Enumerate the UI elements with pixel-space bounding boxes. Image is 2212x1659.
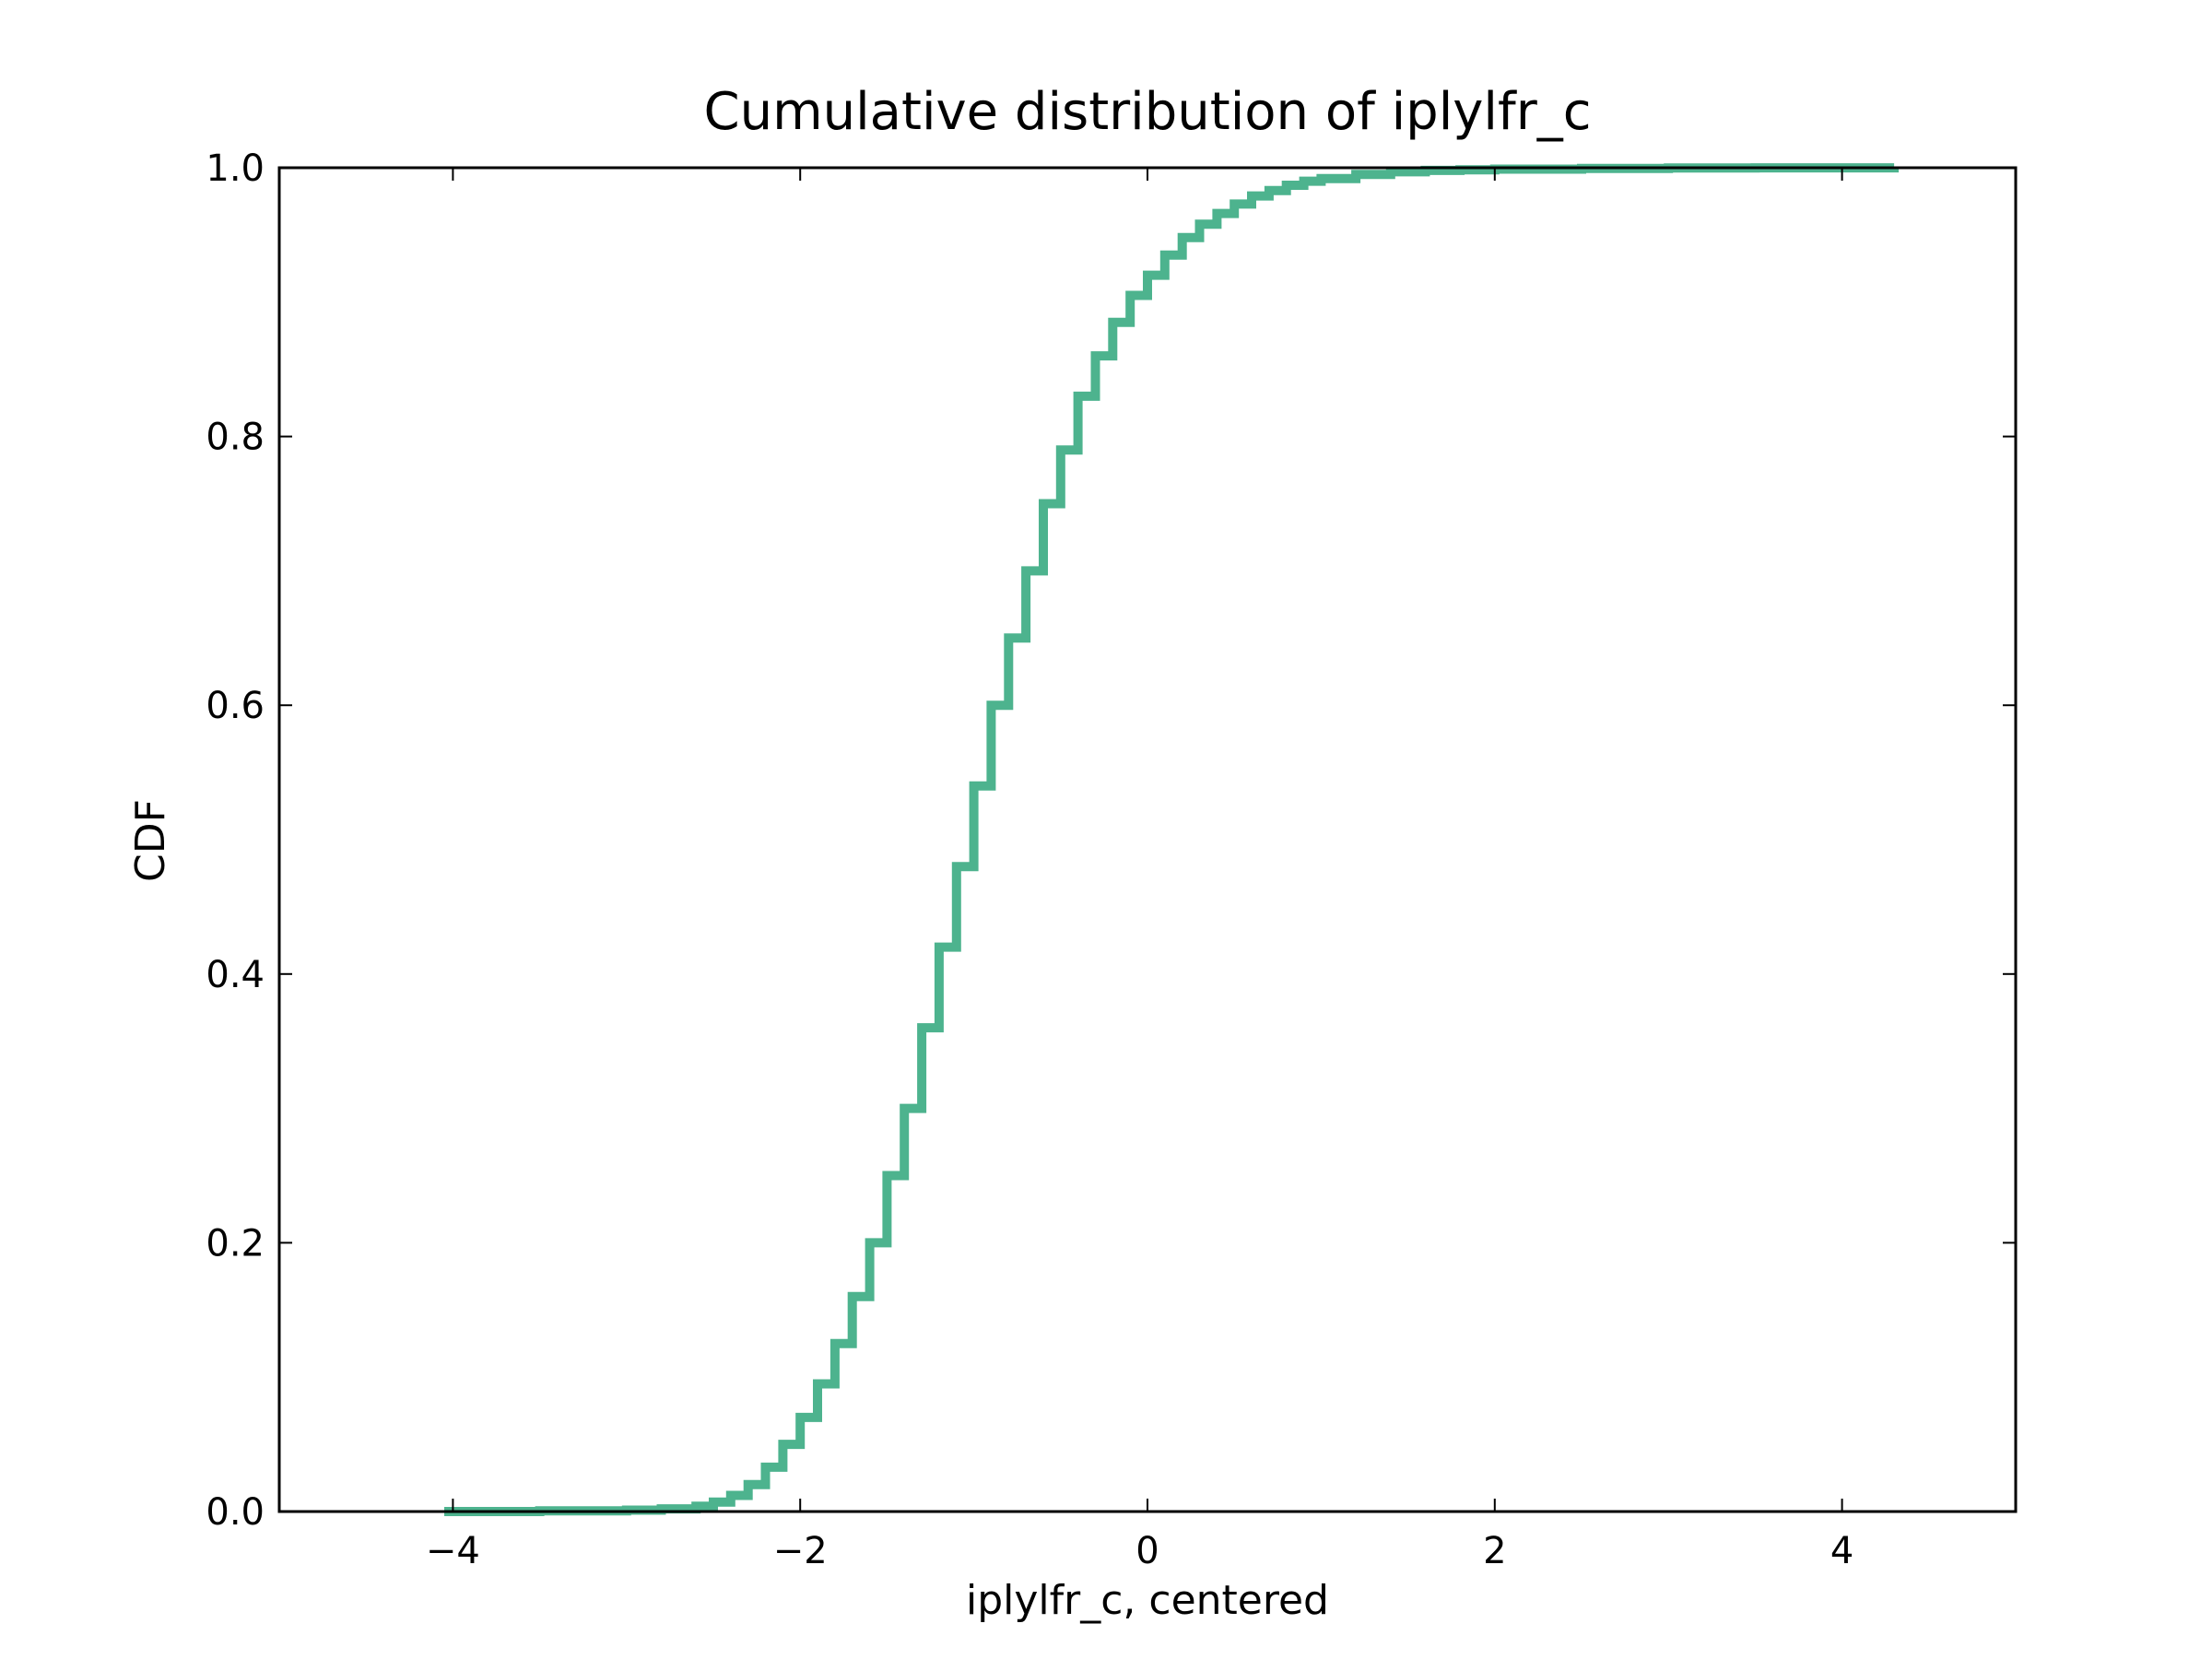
labels: Cumulative distribution of iplylfr_c ipl… [127, 82, 1592, 1624]
x-tick-label: −4 [426, 1530, 480, 1572]
axes: −4 −2 0 2 4 0.0 0.2 0.4 0.6 0.8 1.0 [206, 147, 2018, 1572]
chart-title: Cumulative distribution of iplylfr_c [703, 82, 1591, 142]
y-tick-label: 1.0 [206, 147, 265, 190]
x-tick-label: −2 [773, 1530, 828, 1572]
y-tick-label: 0.2 [206, 1222, 265, 1265]
plot-area [444, 163, 1900, 1516]
y-tick-label: 0.4 [206, 954, 265, 996]
x-tick-label: 4 [1830, 1530, 1853, 1572]
x-tick-label: 2 [1483, 1530, 1506, 1572]
y-tick-label: 0.8 [206, 417, 265, 459]
cdf-series-line [444, 163, 1900, 1516]
x-axis-title: iplylfr_c, centered [966, 1577, 1329, 1624]
y-tick-label: 0.6 [206, 685, 265, 727]
y-tick-label: 0.0 [206, 1491, 265, 1534]
x-tick-label: 0 [1135, 1530, 1159, 1572]
y-axis-title: CDF [127, 799, 174, 882]
plot-frame [277, 166, 2018, 1513]
